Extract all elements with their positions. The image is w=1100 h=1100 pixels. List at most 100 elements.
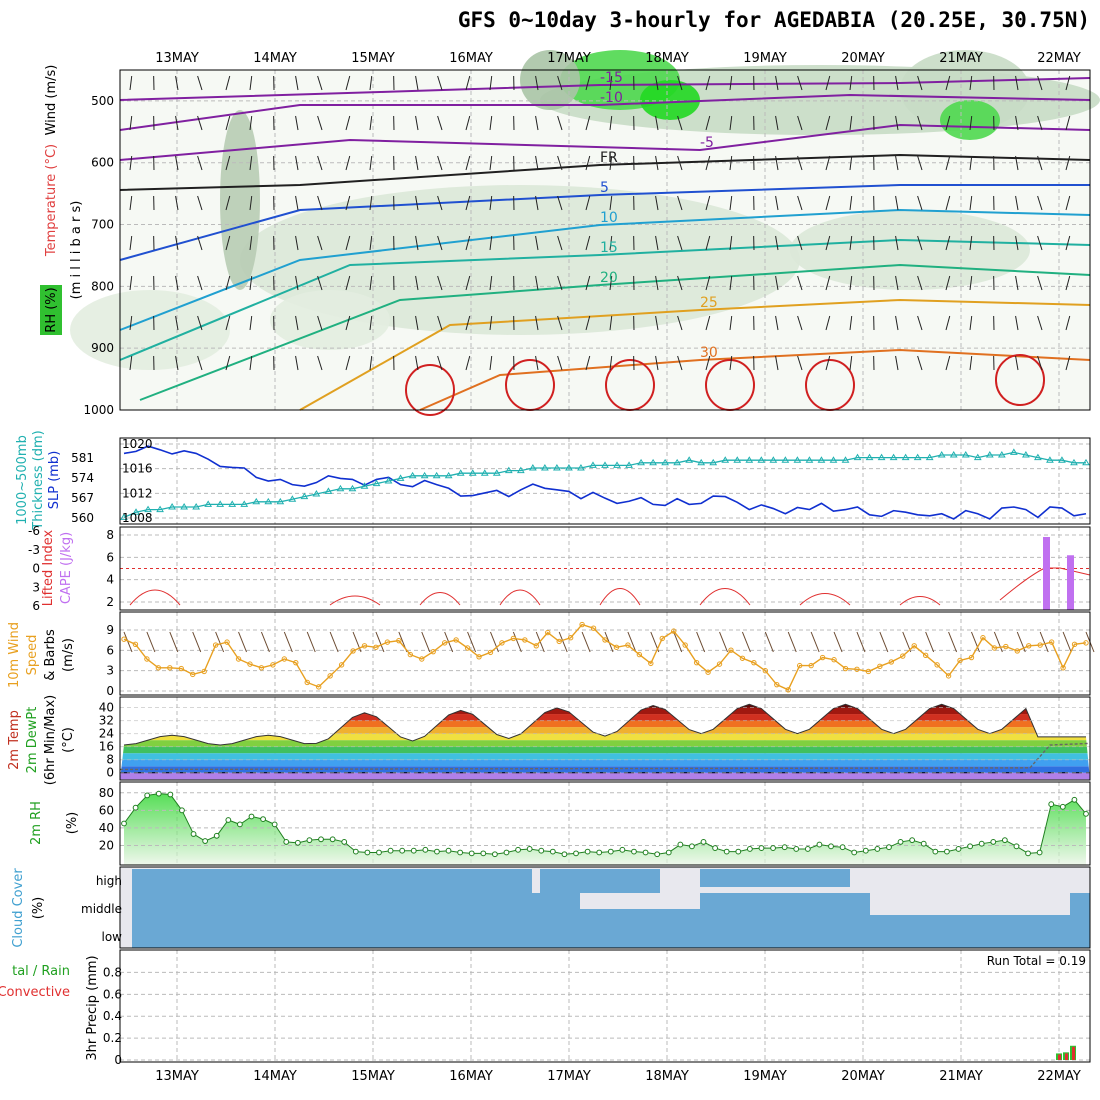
wind-barb (197, 235, 203, 251)
rh-marker (121, 820, 127, 827)
wind-speed-marker (1003, 643, 1009, 650)
panel-frame (119, 69, 1091, 411)
upper-air-panel (40, 50, 1100, 416)
wind-speed-marker (671, 628, 677, 634)
wind-barb (775, 75, 779, 91)
li-curve (699, 588, 751, 606)
wind-barb (1015, 75, 1019, 91)
thickness-marker (973, 453, 982, 461)
wind-barb (557, 75, 563, 91)
li-curve (329, 595, 381, 606)
isotherm-line (119, 238, 1091, 361)
thickness-marker (577, 464, 585, 471)
wind-barb (295, 235, 299, 251)
thickness-marker (228, 500, 237, 507)
dewpoint-line (119, 742, 1091, 771)
wind-barb (345, 355, 351, 371)
rh-marker (967, 843, 973, 850)
wind-speed-marker (819, 654, 826, 661)
isotherm-line (119, 184, 1090, 261)
wind-barb (729, 155, 733, 171)
rh-marker (526, 846, 533, 852)
wind-barb (129, 315, 133, 331)
rh-marker (387, 847, 394, 854)
li-tick-label: 0 (32, 562, 40, 576)
date-label-bottom: 16MAY (449, 1069, 493, 1084)
wind-barb (437, 155, 443, 171)
thickness-marker (757, 456, 766, 463)
temp-band (120, 714, 1090, 721)
wind-barb (677, 75, 683, 91)
wind-barb (609, 75, 613, 91)
rh-marker (480, 850, 487, 857)
isotherm-line (299, 298, 1091, 411)
wind-tick-label: 0 (106, 684, 114, 698)
wind-speed-marker (247, 661, 253, 667)
rh-shading (270, 290, 390, 350)
rh-marker (862, 847, 869, 854)
cape-tick-label: 8 (106, 528, 114, 542)
wind-speed-marker (659, 635, 665, 642)
rh-marker (1001, 837, 1008, 844)
wind-speed-marker (419, 656, 425, 662)
wind-barb (705, 315, 711, 331)
wind10m-panel (119, 611, 1095, 696)
wind-barb (317, 75, 323, 91)
temp-band (120, 720, 1090, 728)
wind-barb (655, 355, 659, 371)
wind-barb (585, 315, 591, 331)
rh-marker (758, 845, 765, 851)
thickness-marker (697, 458, 706, 466)
rh-marker (422, 846, 429, 853)
wind-barb (369, 195, 373, 211)
wind-barb (719, 631, 728, 653)
rh-marker (816, 841, 823, 848)
rh-marker (468, 850, 475, 857)
temp-tick-label: 0 (106, 766, 114, 780)
wind-barb (535, 155, 539, 171)
wind-barb (895, 75, 899, 91)
wind-barb (585, 195, 591, 211)
li-tick-label: -6 (28, 524, 40, 538)
wind-speed-line (123, 623, 1087, 691)
wind-speed-marker (1048, 639, 1055, 645)
wind-barb (249, 275, 253, 291)
thickness-marker (877, 453, 886, 461)
thickness-marker (685, 456, 694, 463)
wind-speed-marker (224, 639, 230, 645)
rh-marker (132, 804, 139, 811)
thickness-marker (661, 458, 670, 466)
wind-barb (317, 155, 323, 171)
wind-barb (306, 631, 316, 653)
thickness-marker (985, 451, 994, 458)
wind-barb (129, 195, 133, 211)
thickness-marker (1082, 458, 1090, 466)
wind-barb (1037, 75, 1043, 91)
wind-barb (825, 115, 831, 131)
date-label-top: 13MAY (155, 51, 199, 66)
rh-marker (538, 847, 545, 854)
wind-speed-marker (877, 663, 883, 670)
wind-barb (465, 235, 471, 251)
wind-barb (1037, 155, 1043, 171)
wind-speed-marker (545, 629, 551, 636)
thickness-marker (216, 500, 225, 507)
wind-barb (175, 235, 179, 251)
rh-marker (1048, 801, 1055, 808)
li-curve (499, 589, 541, 606)
date-label-bottom: 18MAY (645, 1069, 689, 1084)
wind-tick-label: 9 (106, 623, 114, 637)
thickness-marker (468, 469, 477, 476)
wind-speed-marker (865, 668, 872, 675)
wind-speed-marker (178, 665, 184, 672)
wind-barb (557, 115, 563, 131)
axis-label-slp: SLP (mb) (47, 451, 62, 510)
wind-barb (249, 155, 253, 171)
slp-tick-label: 1020 (122, 437, 153, 451)
wind-barb (585, 355, 591, 371)
wind-barb (295, 195, 299, 211)
wind-speed-marker (522, 637, 528, 643)
wind-barb (825, 75, 831, 91)
rh-marker (735, 848, 742, 855)
precip-tick-label: 0.4 (103, 1009, 122, 1023)
